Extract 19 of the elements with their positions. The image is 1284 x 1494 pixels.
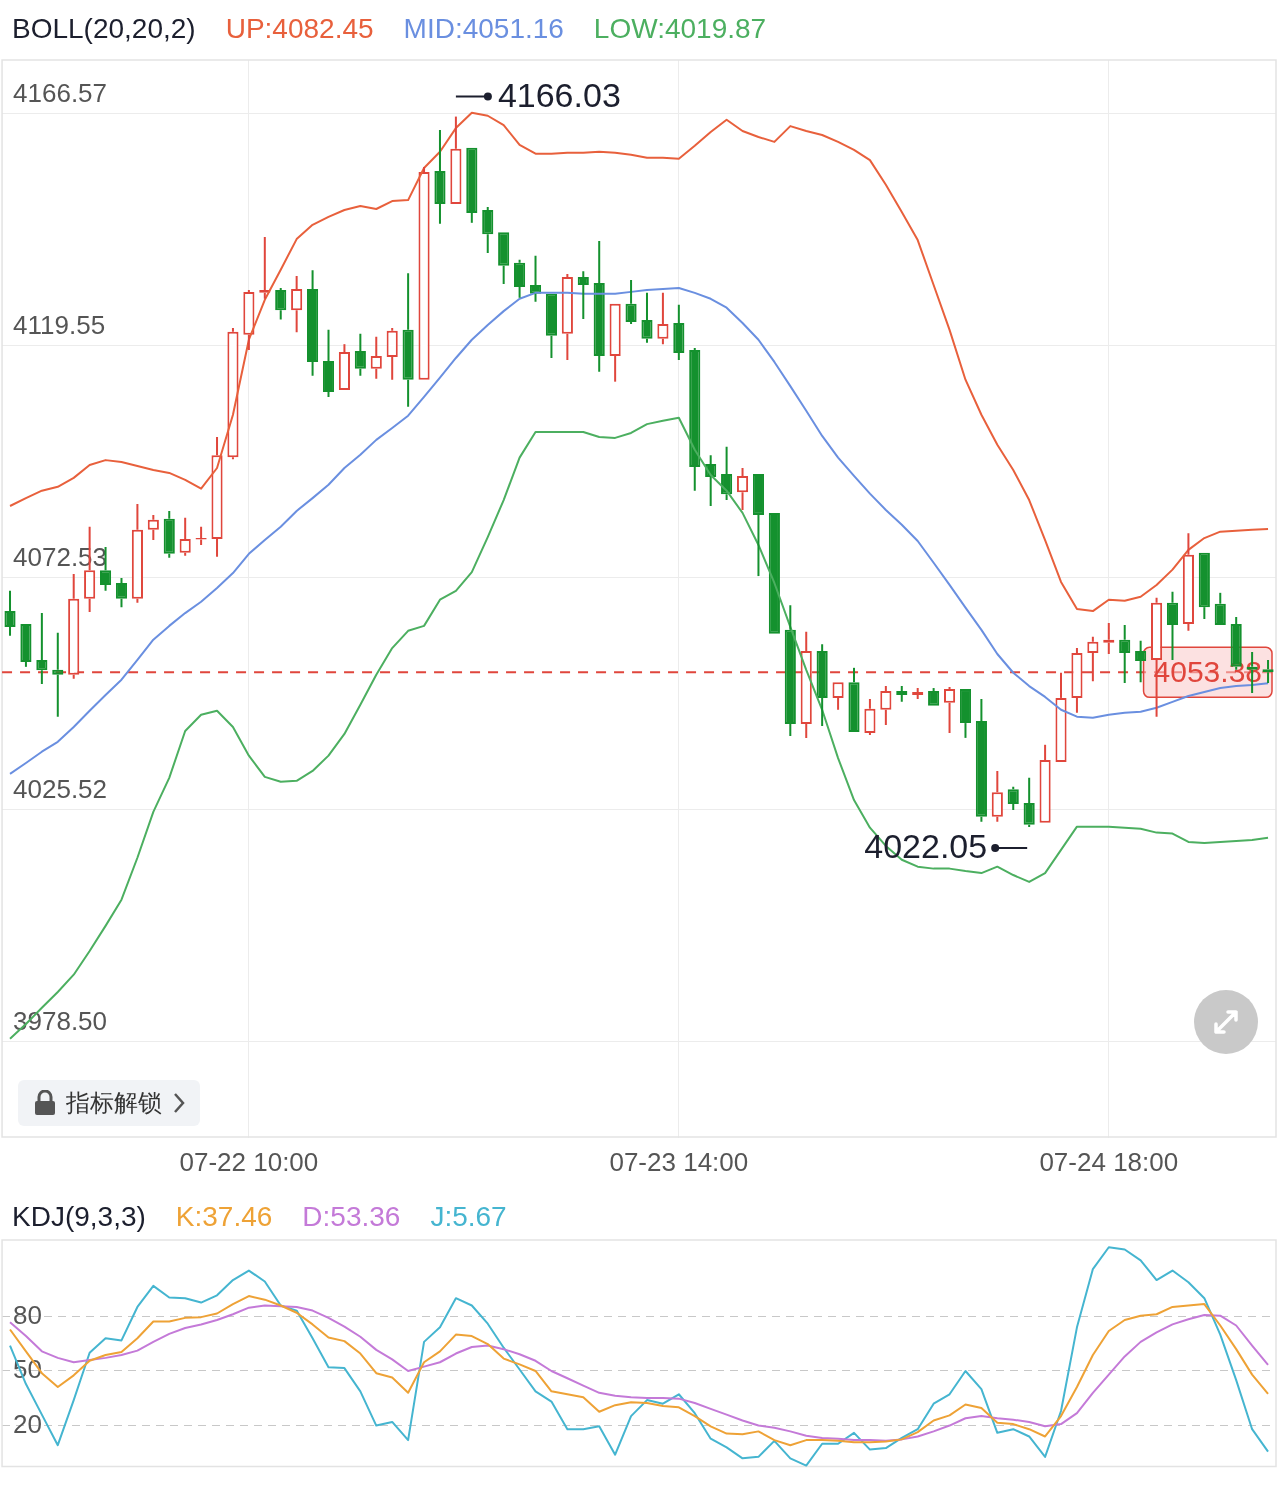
x-tick-label: 07-24 18:00	[1039, 1146, 1179, 1177]
text: MID:4051.16	[403, 12, 564, 44]
y-tick-label: 4025.52	[13, 773, 108, 804]
text: J:5.67	[430, 1200, 507, 1232]
legend-title: BOLL(20,20,2)	[12, 12, 196, 44]
legend-title: KDJ(9,3,3)	[12, 1200, 146, 1232]
y-tick-label: 4166.57	[13, 78, 108, 109]
text: UP:4082.45	[225, 12, 374, 44]
y-tick-label: 80	[13, 1299, 42, 1330]
text: K:37.46	[175, 1200, 273, 1232]
unlock-button: 指标解锁	[18, 1080, 200, 1126]
text: D:53.36	[302, 1200, 401, 1232]
x-tick-label: 07-23 14:00	[609, 1146, 749, 1177]
x-tick-label: 07-22 10:00	[179, 1146, 319, 1177]
text: LOW:4019.87	[593, 12, 767, 44]
annotation: 指标解锁	[66, 1088, 162, 1118]
annotation: 4166.03	[497, 75, 621, 114]
y-tick-label: 20	[13, 1408, 42, 1439]
y-tick-label: 4119.55	[13, 310, 106, 341]
